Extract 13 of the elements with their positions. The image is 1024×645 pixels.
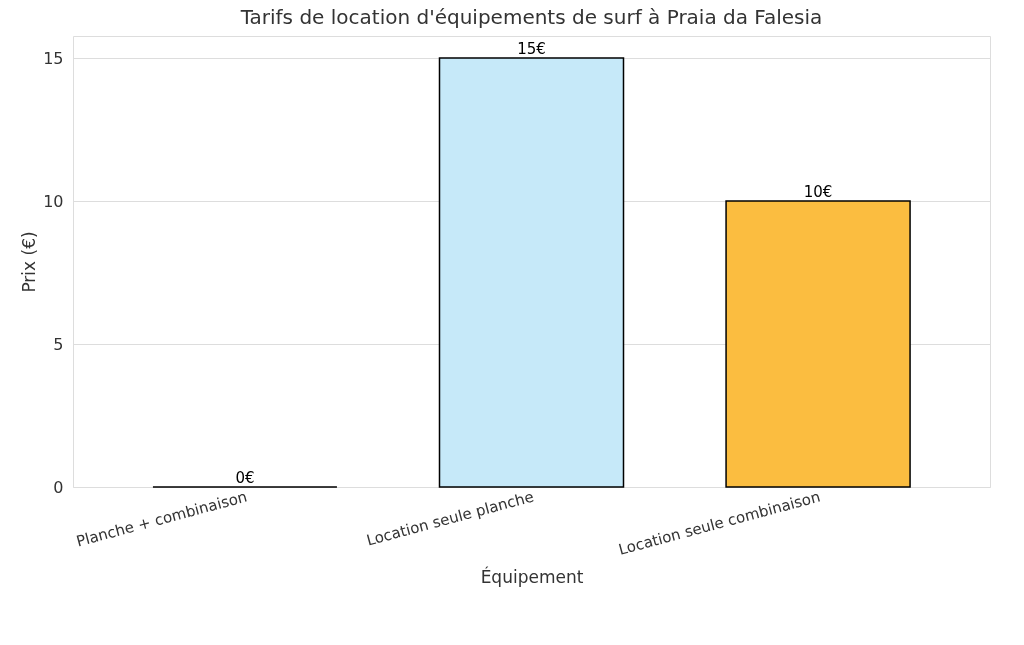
data-label: 15€ [517,40,546,59]
x-tick-label: Location seule planche [364,487,536,550]
data-label: 0€ [235,469,255,487]
bar [438,57,625,488]
chart-title: Tarifs de location d'équipements de surf à Praia da Falesia [239,5,823,29]
x-axis-title: Équipement [480,565,584,587]
y-tick-label: 5 [53,334,64,354]
y-tick-label: 0 [53,477,64,497]
y-tick-label: 15 [43,48,64,68]
y-axis-title: Prix (€) [19,231,40,293]
y-tick-label: 10 [43,191,64,211]
data-label: 10€ [803,183,833,202]
bar [725,200,911,488]
